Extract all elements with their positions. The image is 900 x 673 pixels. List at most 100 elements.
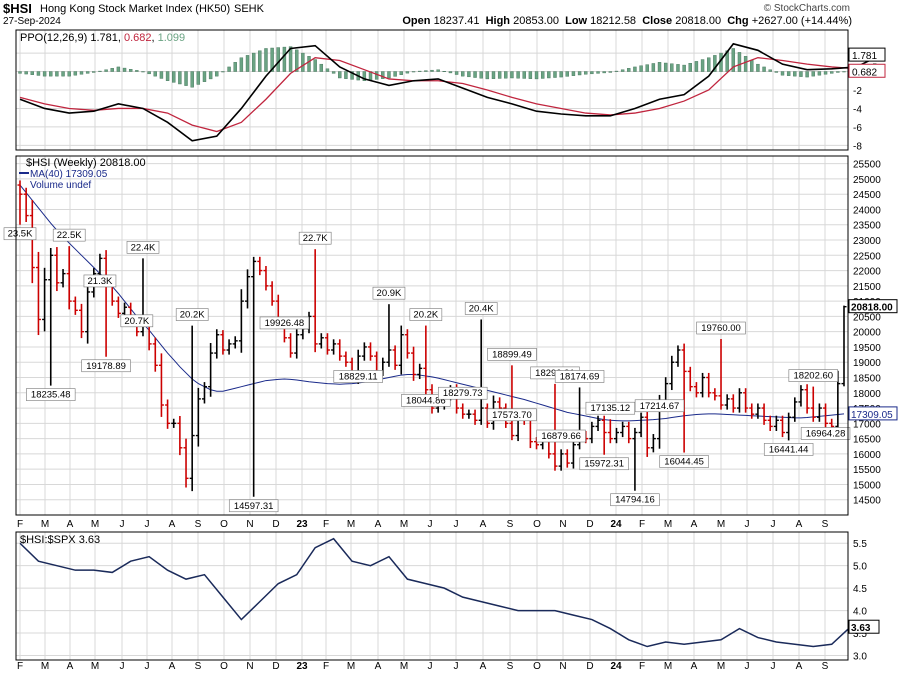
- price-label-box: [487, 348, 537, 361]
- high-value: 20853.00: [513, 15, 559, 27]
- x-axis-label: J: [745, 519, 750, 530]
- ppo-y-tick: -2: [853, 86, 862, 97]
- ppo-histogram-bar: [442, 71, 446, 73]
- price-y-tick: 16000: [853, 450, 881, 461]
- price-label-box: [26, 388, 76, 401]
- ppo-histogram-bar: [700, 59, 705, 72]
- ppo-histogram-bar: [577, 71, 582, 76]
- price-data-label: 23.5K: [8, 229, 33, 240]
- ppo-histogram-bar: [799, 71, 803, 77]
- ratio-x-axis-label: O: [220, 661, 228, 672]
- x-axis-label: J: [428, 519, 433, 530]
- ratio-x-axis-label: J: [428, 661, 433, 672]
- x-axis-label: A: [691, 519, 698, 530]
- ppo-histogram-bar: [61, 71, 65, 77]
- x-axis-label: A: [375, 519, 382, 530]
- ppo-histogram-bar: [553, 71, 557, 78]
- ppo-line: [19, 42, 882, 142]
- ratio-x-axis-label: O: [533, 661, 541, 672]
- ratio-y-tick: 3.0: [853, 652, 867, 663]
- x-axis-label: D: [272, 519, 279, 530]
- ratio-x-axis-label: M: [91, 661, 99, 672]
- price-y-tick: 22000: [853, 267, 881, 278]
- price-label-box: [763, 443, 814, 456]
- ratio-x-axis-label: A: [67, 661, 74, 672]
- volume-legend: Volume undef: [30, 180, 91, 191]
- price-y-tick: 15000: [853, 480, 881, 491]
- ppo-histogram-bar: [374, 71, 379, 80]
- price-y-tick: 15500: [853, 465, 881, 476]
- low-value: 18212.58: [590, 15, 637, 27]
- price-label-box: [788, 369, 838, 382]
- ppo-panel-frame: [15, 29, 849, 151]
- price-label-box: [372, 286, 406, 300]
- ratio-x-axis-label: N: [559, 661, 566, 672]
- ma-badge-box: [848, 406, 898, 421]
- ppo-histogram-bar: [688, 63, 692, 72]
- ratio-x-axis-label: M: [664, 661, 672, 672]
- price-y-tick: 18500: [853, 374, 881, 385]
- ratio-x-axis-label: A: [375, 661, 382, 672]
- ratio-x-axis-label: A: [480, 661, 487, 672]
- ratio-x-axis-label: J: [145, 661, 150, 672]
- quote-date: 27-Sep-2024: [3, 16, 61, 27]
- price-legend-title: $HSI (Weekly) 20818.00: [26, 157, 146, 169]
- ppo-histogram-bar: [288, 46, 293, 72]
- price-y-tick: 16500: [853, 435, 881, 446]
- ppo-histogram-bar: [55, 71, 59, 77]
- price-data-label: 16441.44: [769, 444, 809, 455]
- ppo-histogram-bar: [731, 48, 736, 72]
- ppo-histogram-bar: [159, 71, 164, 79]
- ratio-x-axis-label: A: [691, 661, 698, 672]
- ppo-histogram-bar: [172, 71, 176, 83]
- price-y-tick: 17000: [853, 419, 881, 430]
- ppo-histogram-bar: [325, 68, 330, 72]
- price-y-tick: 21500: [853, 282, 881, 293]
- ppo-histogram-bar: [258, 50, 262, 72]
- x-axis-label: 24: [610, 519, 622, 530]
- close-badge: 20818.00: [851, 303, 893, 314]
- ppo-histogram-bar: [571, 71, 576, 76]
- ppo-histogram-bar: [651, 63, 656, 72]
- price-data-label: 15972.31: [584, 459, 624, 470]
- price-label-box: [585, 401, 636, 415]
- ratio-x-axis-label: S: [195, 661, 202, 672]
- price-y-tick: 14500: [853, 496, 881, 507]
- ratio-x-axis-label: F: [323, 661, 329, 672]
- price-data-label: 22.7K: [303, 233, 328, 244]
- watermark: © StockCharts.com: [763, 3, 850, 14]
- ppo-histogram-bar: [657, 62, 662, 72]
- ppo-histogram-bar: [473, 71, 477, 78]
- ppo-histogram-bar: [313, 59, 317, 72]
- ppo-histogram-bar: [676, 64, 680, 72]
- ppo-histogram-bar: [67, 71, 71, 77]
- ppo-histogram-bar: [430, 69, 434, 72]
- ppo-histogram-bar: [602, 71, 606, 74]
- ppo-histogram-bar: [522, 71, 526, 79]
- x-axis-label: M: [400, 519, 408, 530]
- ppo-histogram-bar: [768, 69, 772, 72]
- ppo-histogram-bar: [104, 69, 108, 72]
- ppo-histogram-bar: [510, 71, 514, 79]
- ppo-y-tick: -6: [853, 123, 862, 134]
- ppo-histogram-bar: [559, 71, 563, 78]
- ratio-x-axis-label: S: [507, 661, 514, 672]
- ppo-histogram-bar: [805, 71, 809, 78]
- price-y-tick: 19000: [853, 358, 881, 369]
- ppo-histogram-bar: [454, 71, 459, 75]
- low-label: Low: [565, 15, 588, 27]
- ppo-histogram-bar: [387, 71, 391, 79]
- price-data-label: 17573.70: [492, 410, 532, 421]
- ma-line: [19, 184, 845, 422]
- ppo-histogram-bar: [331, 71, 336, 74]
- price-data-label: 20.4K: [469, 303, 494, 314]
- open-label: Open: [402, 15, 431, 27]
- close-label: Close: [642, 15, 673, 27]
- price-label-box: [298, 231, 332, 245]
- price-y-tick: 20500: [853, 312, 881, 323]
- symbol: $HSI: [3, 1, 32, 16]
- price-data-label: 18174.69: [560, 371, 600, 382]
- price-y-tick: 25500: [853, 160, 881, 171]
- ppo-histogram-bar: [596, 71, 600, 74]
- ratio-x-axis-label: M: [347, 661, 355, 672]
